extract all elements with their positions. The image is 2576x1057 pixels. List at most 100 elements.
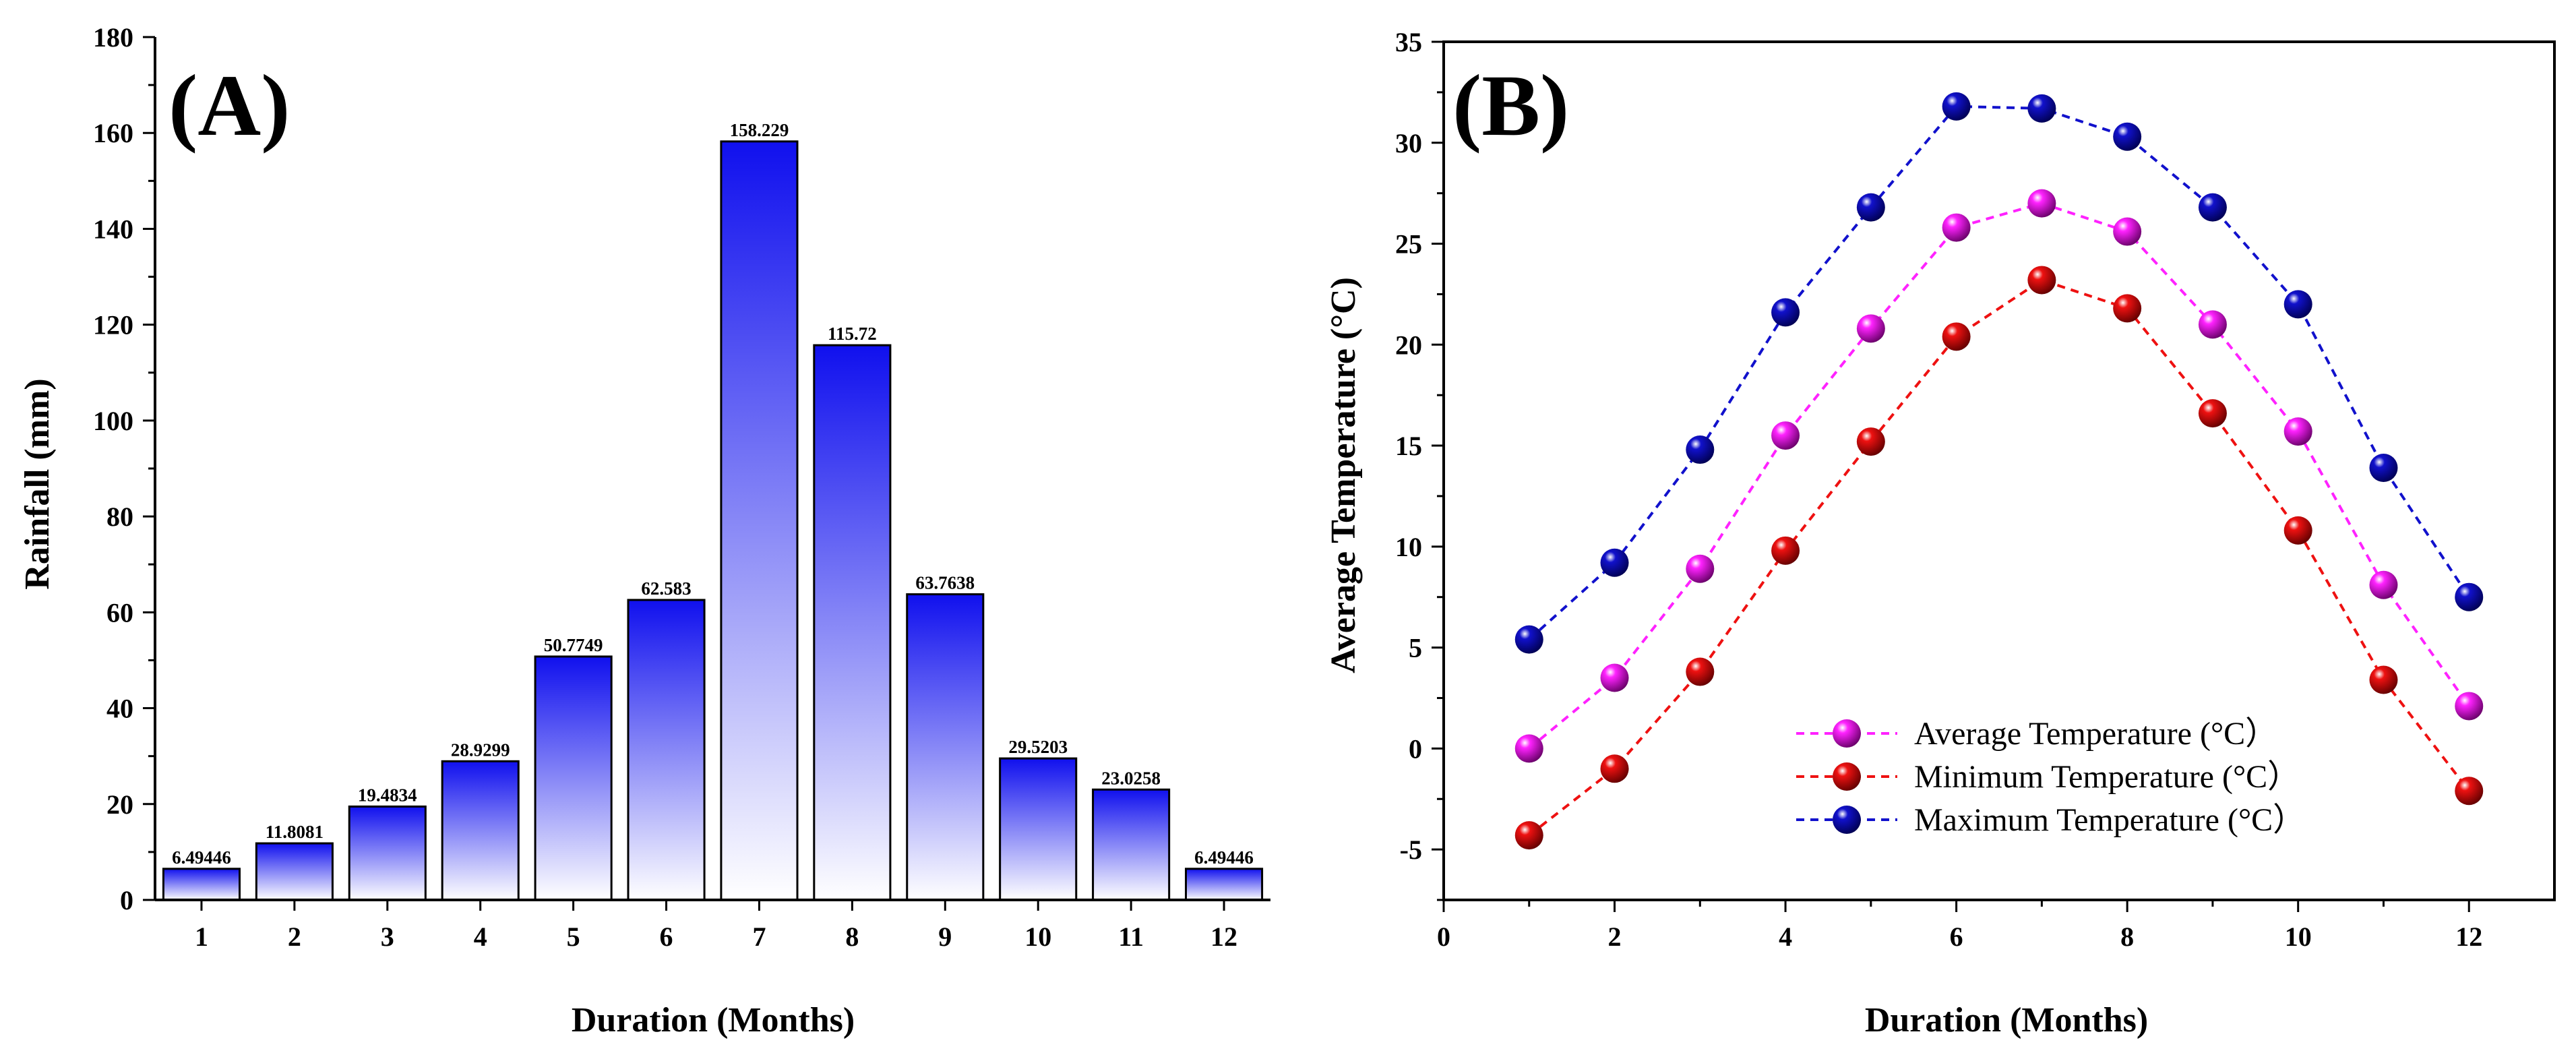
x-axis-title-a: Duration (Months) — [572, 1001, 855, 1039]
y-tick-label: 140 — [93, 214, 133, 244]
y-tick-label: 5 — [1409, 633, 1422, 663]
series-line-0 — [1528, 202, 2470, 750]
y-tick-label: 0 — [1409, 733, 1422, 764]
y-axis-title-b: Average Temperature (°C) — [1324, 277, 1363, 673]
series-line-1 — [1528, 278, 2470, 837]
bar-value-label: 29.5203 — [1008, 737, 1068, 757]
data-point — [2027, 189, 2056, 218]
y-axis-title-a: Rainfall (mm) — [18, 378, 57, 589]
bar-value-label: 158.229 — [730, 120, 789, 140]
bar-value-label: 19.4834 — [358, 785, 417, 805]
bar-value-label: 6.49446 — [172, 847, 231, 868]
legend-marker — [1833, 719, 1861, 748]
legend-label: Minimum Temperature (°C） — [1914, 759, 2300, 795]
bar-month-6 — [627, 599, 706, 901]
y-tick-label: 60 — [106, 597, 133, 628]
x-tick-label: 12 — [2455, 922, 2482, 952]
data-point — [2369, 665, 2398, 694]
x-tick-label: 10 — [2285, 922, 2312, 952]
bar-value-label: 115.72 — [828, 324, 877, 344]
x-tick-label: 3 — [381, 922, 394, 952]
legend: Average Temperature (°C） Minimum Temperat… — [1796, 716, 2305, 838]
data-point — [2455, 582, 2484, 611]
y-tick-label: 100 — [93, 406, 133, 436]
legend-marker — [1833, 762, 1861, 791]
bars: 6.49446 11.8081 19.4834 28.9299 50.7749 62.58… — [162, 120, 1264, 901]
data-point — [1942, 213, 1971, 242]
y-tick-label: 80 — [106, 502, 133, 532]
x-tick-label: 2 — [1608, 922, 1622, 952]
x-tick-label: 12 — [1210, 922, 1237, 952]
bar-month-2 — [255, 842, 334, 901]
data-point — [2369, 570, 2398, 599]
data-point — [1856, 193, 1885, 222]
data-point — [2198, 399, 2227, 428]
bar-value-label: 28.9299 — [451, 739, 510, 760]
y-tick-label: 30 — [1395, 128, 1422, 158]
bar-value-label: 11.8081 — [266, 822, 324, 842]
data-point — [1771, 298, 1800, 327]
x-tick-label: 4 — [474, 922, 487, 952]
legend-label: Maximum Temperature (°C） — [1914, 802, 2305, 838]
x-tick-label: 8 — [2120, 922, 2134, 952]
bar-month-5 — [534, 655, 613, 901]
x-tick-label: 6 — [660, 922, 673, 952]
y-tick-label: 25 — [1395, 229, 1422, 260]
y-tick-label: 20 — [1395, 330, 1422, 360]
data-point — [1514, 625, 1543, 654]
panel-label-b: (B) — [1452, 57, 1569, 154]
bar-month-11 — [1092, 788, 1171, 901]
data-point — [1600, 663, 1629, 692]
bar-month-9 — [906, 593, 985, 901]
plot-frame — [1442, 40, 2556, 901]
y-tick-label: 160 — [93, 118, 133, 148]
y-tick-label: 15 — [1395, 431, 1422, 461]
rainfall-bar-chart: 6.49446 11.8081 19.4834 28.9299 50.7749 62.58… — [18, 22, 1270, 1039]
panel-label-a: (A) — [168, 57, 290, 154]
data-point — [2283, 290, 2312, 319]
x-tick-label: 4 — [1779, 922, 1792, 952]
data-point — [2113, 122, 2142, 151]
data-point — [2283, 417, 2312, 446]
data-point — [2027, 266, 2056, 295]
x-tick-label: 0 — [1437, 922, 1450, 952]
y-tick-label: 0 — [120, 885, 133, 915]
data-point — [2369, 454, 2398, 483]
data-point — [1771, 421, 1800, 450]
y-tick-label: -5 — [1400, 835, 1422, 865]
x-tick-label: 7 — [752, 922, 766, 952]
series-lines — [1514, 92, 2484, 850]
data-point — [1942, 92, 1971, 121]
data-point — [2113, 294, 2142, 323]
x-tick-label: 5 — [567, 922, 580, 952]
y-tick-label: 180 — [93, 22, 133, 53]
x-tick-label: 10 — [1024, 922, 1051, 952]
data-point — [1514, 821, 1543, 850]
y-tick-label: 120 — [93, 310, 133, 340]
axes-b: 0 2 4 6 8 10 12 -5 0 5 10 15 20 25 30 35 — [1395, 27, 2556, 952]
bar-month-12 — [1184, 868, 1264, 901]
legend-label: Average Temperature (°C） — [1914, 716, 2277, 752]
bar-month-1 — [162, 868, 241, 901]
bar-value-label: 62.583 — [641, 578, 691, 599]
data-point — [2027, 94, 2056, 123]
x-tick-label: 11 — [1118, 922, 1144, 952]
bar-month-8 — [813, 344, 892, 901]
data-point — [2455, 692, 2484, 721]
data-point — [1514, 734, 1543, 763]
data-point — [1686, 554, 1715, 583]
data-point — [1942, 322, 1971, 351]
x-tick-label: 8 — [845, 922, 859, 952]
data-point — [1686, 435, 1715, 464]
temperature-line-chart: 0 2 4 6 8 10 12 -5 0 5 10 15 20 25 30 35 (B) Duration (… — [1324, 27, 2556, 1039]
x-tick-label: 6 — [1950, 922, 1963, 952]
bar-month-3 — [348, 805, 427, 901]
data-point — [1686, 657, 1715, 686]
bar-month-4 — [441, 760, 520, 901]
x-axis-title-b: Duration (Months) — [1865, 1001, 2148, 1039]
data-point — [1600, 754, 1629, 783]
y-tick-label: 10 — [1395, 532, 1422, 562]
data-point — [1600, 548, 1629, 577]
